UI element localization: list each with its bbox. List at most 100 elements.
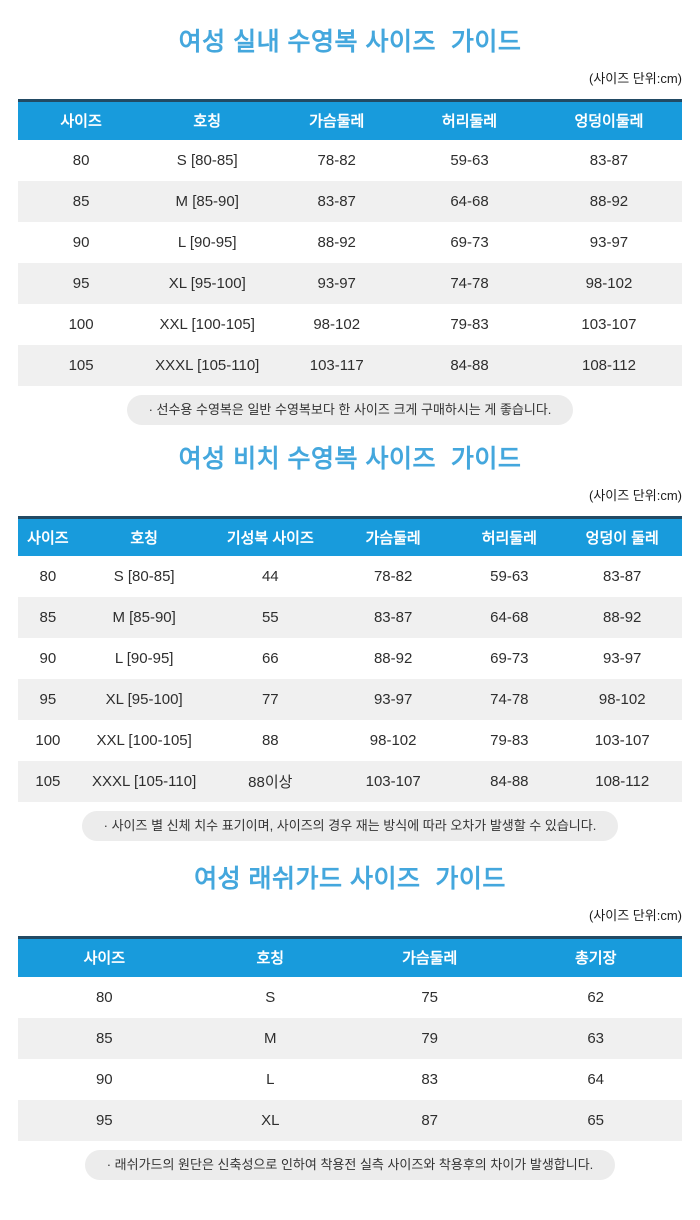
- table-cell: L [90-95]: [114, 650, 174, 667]
- column-header: 가슴둘레: [349, 937, 510, 977]
- table-cell: 78-82: [317, 151, 356, 169]
- column-header: 총기장: [509, 937, 682, 977]
- page-title: 여성 실내 수영복 사이즈 가이드: [178, 28, 522, 56]
- table-cell: 93-97: [373, 691, 413, 708]
- table-cell: 108-112: [581, 356, 636, 374]
- table-cell: L: [266, 1070, 275, 1088]
- unit-label: (사이즈 단위:cm): [588, 487, 682, 503]
- table-cell: 75: [421, 988, 438, 1006]
- table-cell: 98-102: [598, 691, 646, 708]
- rashguard-size-table: 사이즈 호칭 가슴둘레 총기장 80 S 75 62 85 M 79 63 90 L 83 64 95 XL 87 6…: [18, 936, 682, 1141]
- table-row: 95 XL [95-100] 93-97 74-78 98-102: [18, 262, 682, 304]
- table-cell: M: [264, 1029, 277, 1047]
- table-cell: 93-97: [589, 233, 629, 251]
- section-beach-swimsuit: 여성 비치 수영복 사이즈 가이드 (사이즈 단위:cm) 사이즈 호칭 기성복 사…: [18, 443, 682, 841]
- table-cell: 62: [587, 988, 605, 1006]
- table-cell: 83-87: [373, 609, 413, 626]
- table-row: 100 XXL [100-105] 88 98-102 79-83 103-107: [18, 720, 682, 761]
- table-cell: 64-68: [490, 609, 529, 626]
- table-cell: XXXL [105-110]: [92, 773, 197, 790]
- section-rashguard: 여성 래쉬가드 사이즈 가이드 (사이즈 단위:cm) 사이즈 호칭 가슴둘레 총기장…: [18, 863, 682, 1180]
- unit-label: (사이즈 단위:cm): [588, 908, 682, 923]
- table-cell: 93-97: [317, 274, 356, 292]
- table-cell: S [80-85]: [176, 151, 238, 169]
- table-cell: 44: [261, 568, 279, 585]
- table-cell: 83-87: [589, 151, 629, 169]
- table-row: 105 XXXL [105-110] 88이상 103-107 84-88 108-112: [18, 761, 682, 802]
- table-row: 80 S [80-85] 44 78-82 59-63 83-87: [18, 556, 682, 597]
- column-header: 엉덩이둘레: [535, 100, 682, 140]
- table-cell: 74-78: [450, 274, 489, 292]
- table-cell: 65: [587, 1111, 605, 1129]
- table-cell: 90: [72, 233, 90, 251]
- table-cell: 108-112: [595, 773, 650, 790]
- table-cell: S: [265, 988, 276, 1006]
- table-cell: 59-63: [490, 568, 529, 585]
- table-cell: 80: [39, 568, 57, 585]
- note-pill: · 사이즈 별 신체 치수 표기이며, 사이즈의 경우 재는 방식에 따라 오차…: [81, 811, 619, 841]
- table-row: 95 XL 87 65: [18, 1099, 682, 1141]
- table-cell: M [85-90]: [175, 192, 239, 210]
- table-cell: 98-102: [369, 732, 417, 749]
- table-cell: 85: [39, 609, 57, 626]
- table-row: 90 L [90-95] 88-92 69-73 93-97: [18, 221, 682, 263]
- table-row: 90 L [90-95] 66 88-92 69-73 93-97: [18, 638, 682, 679]
- table-row: 95 XL [95-100] 77 93-97 74-78 98-102: [18, 679, 682, 720]
- table-cell: 64-68: [450, 192, 489, 210]
- table-cell: 88이상: [248, 774, 293, 791]
- column-header: 가슴둘레: [270, 100, 404, 140]
- column-header: 사이즈: [18, 100, 145, 140]
- table-cell: 98-102: [585, 274, 633, 292]
- table-cell: 83-87: [317, 192, 356, 210]
- table-row: 80 S 75 62: [18, 976, 682, 1018]
- table-row: 85 M [85-90] 83-87 64-68 88-92: [18, 180, 682, 222]
- table-cell: 103-107: [581, 315, 637, 333]
- table-cell: 79-83: [490, 732, 529, 749]
- note-row: · 선수용 수영복은 일반 수영복보다 한 사이즈 크게 구매하시는 게 좋습니…: [18, 394, 682, 425]
- table-cell: XXL [100-105]: [96, 732, 192, 749]
- table-cell: 83: [421, 1070, 438, 1088]
- table-cell: 85: [72, 192, 90, 210]
- column-header: 호칭: [144, 100, 271, 140]
- table-cell: 95: [95, 1111, 113, 1129]
- table-row: 80 S [80-85] 78-82 59-63 83-87: [18, 139, 682, 181]
- table-cell: 87: [421, 1111, 438, 1129]
- table-cell: L [90-95]: [177, 233, 237, 251]
- table-cell: 105: [68, 356, 94, 374]
- table-cell: XL [95-100]: [105, 691, 183, 708]
- table-cell: 84-88: [490, 773, 529, 790]
- table-cell: XL [95-100]: [168, 274, 246, 292]
- column-header: 호칭: [77, 517, 211, 556]
- table-cell: 88: [261, 732, 279, 749]
- header-row: 사이즈 호칭 가슴둘레 허리둘레 엉덩이둘레: [18, 100, 682, 140]
- header-row: 사이즈 호칭 기성복 사이즈 가슴둘레 허리둘레 엉덩이 둘레: [18, 517, 682, 556]
- column-header: 사이즈: [18, 937, 191, 977]
- column-header: 가슴둘레: [330, 517, 457, 556]
- section-title: 여성 래쉬가드 사이즈 가이드: [194, 865, 506, 893]
- table-cell: 100: [68, 315, 94, 333]
- table-cell: 80: [95, 988, 113, 1006]
- table-cell: 90: [39, 650, 57, 667]
- column-header: 호칭: [190, 937, 350, 977]
- table-cell: 59-63: [450, 151, 489, 169]
- table-cell: 103-117: [309, 356, 364, 374]
- table-cell: 88-92: [373, 650, 413, 667]
- table-cell: 90: [95, 1070, 113, 1088]
- table-cell: 103-107: [594, 732, 650, 749]
- table-row: 85 M [85-90] 55 83-87 64-68 88-92: [18, 597, 682, 638]
- table-cell: 78-82: [373, 568, 413, 585]
- table-cell: 95: [72, 274, 90, 292]
- table-cell: XXL [100-105]: [159, 315, 255, 333]
- table-cell: 79: [421, 1029, 438, 1047]
- table-cell: XXXL [105-110]: [155, 356, 260, 374]
- table-cell: 93-97: [603, 650, 642, 667]
- table-cell: S [80-85]: [113, 568, 175, 585]
- table-cell: 95: [39, 691, 57, 708]
- table-cell: 77: [261, 691, 279, 708]
- note-row: · 사이즈 별 신체 치수 표기이며, 사이즈의 경우 재는 방식에 따라 오차…: [18, 811, 682, 841]
- table-cell: 69-73: [490, 650, 529, 667]
- header-row: 사이즈 호칭 가슴둘레 총기장: [18, 937, 682, 977]
- table-cell: 83-87: [603, 568, 642, 585]
- table-cell: 80: [72, 151, 90, 169]
- table-row: 90 L 83 64: [18, 1058, 682, 1100]
